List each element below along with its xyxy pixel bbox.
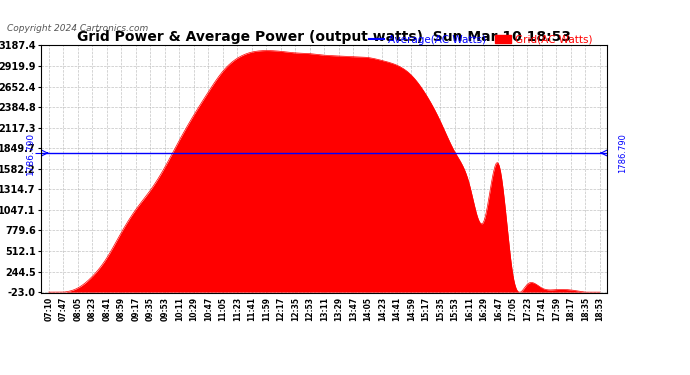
Title: Grid Power & Average Power (output watts)  Sun Mar 10 18:53: Grid Power & Average Power (output watts… xyxy=(77,30,571,44)
Text: Copyright 2024 Cartronics.com: Copyright 2024 Cartronics.com xyxy=(7,24,148,33)
Text: 1786.790: 1786.790 xyxy=(618,133,627,173)
Legend: Average(AC Watts), Grid(AC Watts): Average(AC Watts), Grid(AC Watts) xyxy=(364,30,596,49)
